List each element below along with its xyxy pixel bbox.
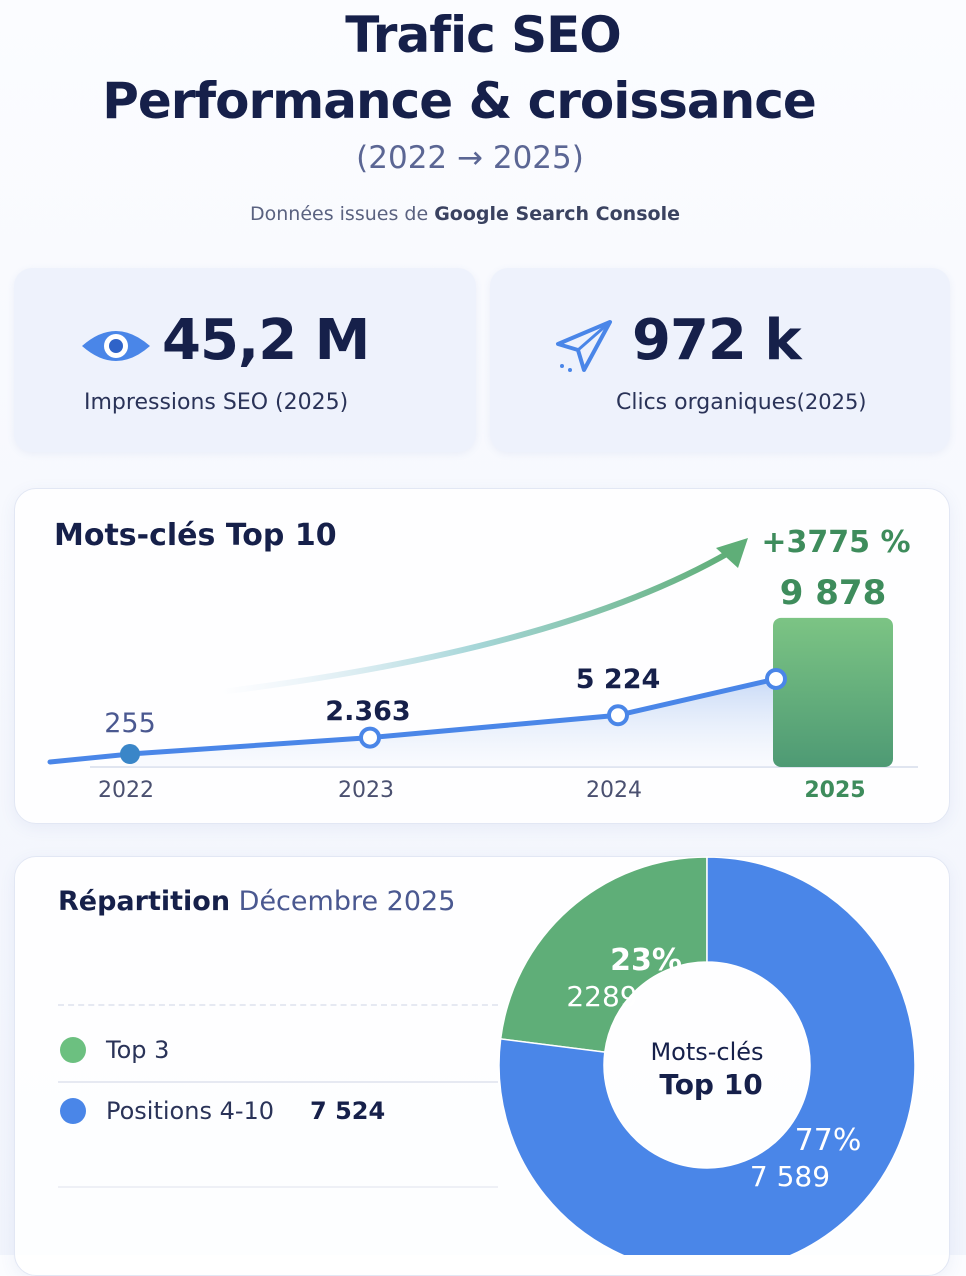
donut-slice bbox=[498, 856, 916, 1255]
slice-percent-label: 77% bbox=[795, 1123, 862, 1158]
data-point bbox=[359, 726, 381, 749]
divider bbox=[58, 1186, 498, 1188]
page-title: Trafic SEO bbox=[345, 6, 622, 64]
clicks-card: 972 k Clics organiques(2025) bbox=[490, 268, 950, 452]
growth-arrow bbox=[219, 549, 732, 695]
chart-title: Mots-clés Top 10 bbox=[54, 518, 337, 553]
source: Données issues de Google Search Console bbox=[250, 203, 680, 225]
data-point bbox=[607, 704, 629, 727]
x-tick-label: 2023 bbox=[338, 778, 394, 803]
impressions-value: 45,2 M bbox=[162, 308, 370, 373]
bar-2025 bbox=[773, 617, 893, 767]
impressions-card: 45,2 M Impressions SEO (2025) bbox=[14, 268, 476, 452]
data-point bbox=[120, 744, 140, 765]
data-label: 9 878 bbox=[780, 573, 886, 613]
eye-icon bbox=[82, 331, 150, 361]
x-tick-label: 2022 bbox=[98, 778, 154, 803]
growth-label: +3775 % bbox=[761, 525, 910, 560]
donut-center-line2: Top 10 bbox=[659, 1068, 762, 1101]
slice-percent-label: 23% bbox=[610, 943, 682, 978]
growth-arrowhead bbox=[716, 538, 748, 568]
donut-center-line1: Mots-clés bbox=[650, 1038, 763, 1066]
paper-plane-icon bbox=[556, 320, 612, 372]
divider bbox=[58, 1081, 498, 1083]
divider bbox=[58, 1004, 498, 1006]
x-tick-label: 2024 bbox=[586, 778, 642, 803]
line-chart: +3775 % 255 2022 2.363 2023 5 224 2024 9 878 20… bbox=[47, 525, 918, 803]
impressions-label: Impressions SEO (2025) bbox=[84, 390, 349, 415]
slice-value-label: 2289 bbox=[566, 980, 637, 1013]
distribution-title: Répartition Décembre 2025 bbox=[58, 886, 456, 917]
legend-item-positions: Positions 4-10 7 524 bbox=[60, 1097, 385, 1125]
legend-swatch bbox=[60, 1037, 86, 1063]
legend-swatch bbox=[60, 1098, 86, 1124]
slice-value-label: 7 589 bbox=[750, 1160, 830, 1193]
clicks-value: 972 k bbox=[632, 308, 802, 373]
page-subtitle: Performance & croissance bbox=[102, 72, 817, 130]
clicks-label: Clics organiques(2025) bbox=[616, 390, 867, 415]
data-label: 5 224 bbox=[576, 664, 661, 695]
period: (2022 → 2025) bbox=[356, 140, 584, 176]
donut-slice bbox=[499, 856, 708, 1053]
data-label: 255 bbox=[104, 708, 156, 739]
x-tick-label: 2025 bbox=[804, 778, 865, 803]
data-label: 2.363 bbox=[325, 696, 410, 727]
data-point bbox=[765, 667, 787, 690]
legend-item-top3: Top 3 bbox=[60, 1036, 169, 1064]
